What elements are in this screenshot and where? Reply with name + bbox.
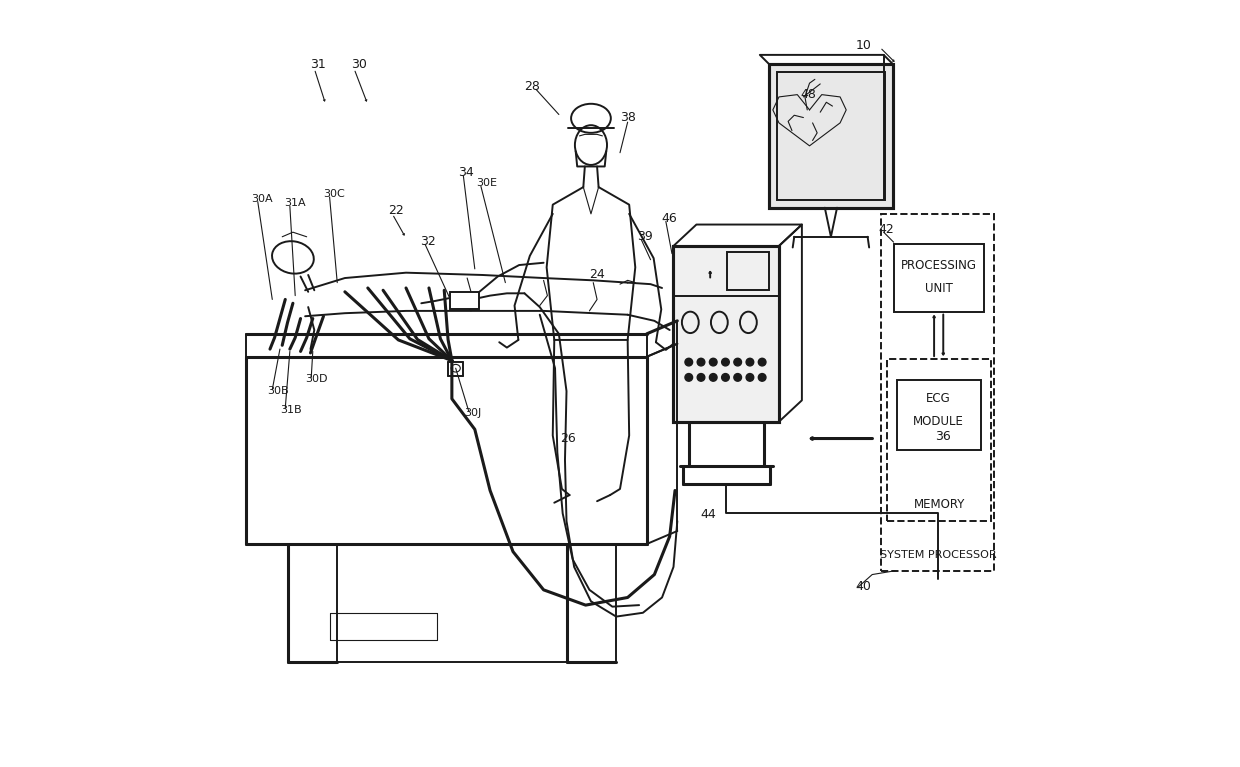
Text: 24: 24 <box>589 268 605 281</box>
Text: PROCESSING: PROCESSING <box>900 259 977 272</box>
Text: 30J: 30J <box>464 407 481 417</box>
Text: 10: 10 <box>856 39 872 52</box>
Text: 32: 32 <box>420 235 435 248</box>
Text: MEMORY: MEMORY <box>914 498 965 511</box>
Text: 46: 46 <box>661 212 677 225</box>
Circle shape <box>722 374 729 381</box>
Circle shape <box>759 374 766 381</box>
Text: 31A: 31A <box>284 198 305 208</box>
Text: ECG: ECG <box>926 392 951 405</box>
Text: 30B: 30B <box>267 386 289 396</box>
Text: 34: 34 <box>458 166 474 179</box>
Text: 31B: 31B <box>280 405 301 415</box>
Text: SYSTEM PROCESSOR: SYSTEM PROCESSOR <box>879 550 996 560</box>
Circle shape <box>709 358 717 366</box>
Text: 40: 40 <box>856 580 872 593</box>
Bar <box>882 214 994 571</box>
Text: 42: 42 <box>878 222 894 235</box>
Circle shape <box>709 374 717 381</box>
Bar <box>727 252 769 290</box>
Circle shape <box>734 358 742 366</box>
Text: 28: 28 <box>525 81 541 94</box>
Text: MODULE: MODULE <box>913 415 965 428</box>
Circle shape <box>722 358 729 366</box>
Circle shape <box>734 374 742 381</box>
Text: 44: 44 <box>701 509 715 522</box>
Text: 30E: 30E <box>476 178 497 188</box>
Circle shape <box>684 374 693 381</box>
Circle shape <box>697 374 704 381</box>
Bar <box>673 246 779 422</box>
Circle shape <box>697 358 704 366</box>
Text: UNIT: UNIT <box>925 282 952 295</box>
Text: 30: 30 <box>351 58 367 71</box>
Text: 38: 38 <box>620 111 636 124</box>
Bar <box>888 359 991 521</box>
Bar <box>450 291 480 308</box>
Circle shape <box>684 358 693 366</box>
Text: 30D: 30D <box>305 374 327 384</box>
Bar <box>897 380 981 450</box>
Text: 26: 26 <box>560 432 577 445</box>
Bar <box>894 245 983 311</box>
Text: 31: 31 <box>310 58 325 71</box>
Text: 30C: 30C <box>324 189 345 199</box>
Text: 36: 36 <box>935 430 951 443</box>
Bar <box>776 71 885 200</box>
Circle shape <box>746 374 754 381</box>
Circle shape <box>746 358 754 366</box>
Text: 48: 48 <box>800 88 816 101</box>
Text: 39: 39 <box>637 230 652 243</box>
Text: 30A: 30A <box>252 193 273 203</box>
Circle shape <box>759 358 766 366</box>
Bar <box>769 64 893 208</box>
Bar <box>769 64 893 208</box>
Bar <box>673 246 779 422</box>
Text: 22: 22 <box>388 204 403 217</box>
